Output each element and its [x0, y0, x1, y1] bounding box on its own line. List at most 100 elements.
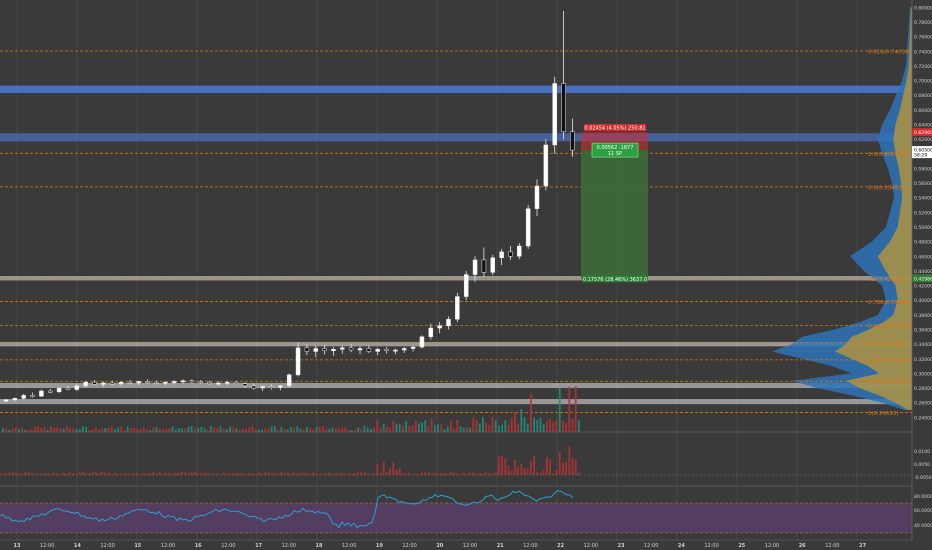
- oscillator-bar: [539, 472, 542, 475]
- candle[interactable]: [428, 323, 434, 340]
- candle[interactable]: [3, 399, 9, 402]
- oscillator-bar: [296, 473, 299, 475]
- candle[interactable]: [233, 380, 239, 385]
- candle[interactable]: [83, 380, 88, 388]
- candle[interactable]: [189, 379, 195, 383]
- candle[interactable]: [12, 397, 18, 402]
- price-tick: 0.26000: [914, 401, 932, 407]
- candle[interactable]: [30, 392, 35, 398]
- candle[interactable]: [331, 347, 336, 356]
- candle[interactable]: [348, 344, 354, 353]
- candle[interactable]: [525, 205, 531, 249]
- volume-bar: [187, 426, 190, 432]
- volume-bar: [373, 427, 375, 432]
- candle[interactable]: [242, 382, 248, 388]
- candle[interactable]: [207, 380, 212, 386]
- oscillator-bar: [46, 473, 49, 475]
- candle[interactable]: [366, 345, 372, 353]
- volume-bar: [274, 426, 276, 432]
- candle[interactable]: [419, 335, 425, 349]
- candle[interactable]: [437, 322, 442, 334]
- volume-bar: [213, 427, 215, 432]
- candle[interactable]: [481, 247, 487, 277]
- oscillator-pane[interactable]: [0, 446, 912, 476]
- candle-body: [3, 399, 9, 402]
- volume-bar: [494, 420, 497, 432]
- candle[interactable]: [260, 385, 265, 391]
- candles-layer[interactable]: [3, 10, 575, 402]
- candle[interactable]: [216, 381, 221, 386]
- candle[interactable]: [278, 385, 283, 391]
- candle[interactable]: [472, 256, 478, 282]
- candle[interactable]: [375, 347, 380, 356]
- price-axis[interactable]: 0.80000 0.78000 0.76000 0.74000 0.72000 0.700…: [911, 0, 932, 550]
- candle[interactable]: [517, 243, 522, 260]
- fib-label: 0.786(0.39811): [868, 300, 911, 306]
- volume-bar: [546, 421, 548, 432]
- oscillator-bar: [523, 467, 526, 475]
- candle[interactable]: [322, 344, 327, 355]
- candle[interactable]: [198, 380, 203, 384]
- time-tick: 12:00: [161, 543, 175, 549]
- volume-bar: [216, 427, 219, 432]
- oscillator-bar: [171, 473, 174, 475]
- candle[interactable]: [499, 248, 504, 266]
- candle[interactable]: [463, 270, 469, 301]
- oscillator-bar: [200, 472, 203, 475]
- candle[interactable]: [171, 380, 177, 385]
- candle[interactable]: [39, 389, 44, 397]
- candle[interactable]: [295, 342, 301, 377]
- time-tick: 17: [255, 543, 262, 549]
- oscillator-bar: [366, 473, 369, 475]
- candle[interactable]: [313, 345, 318, 358]
- candle[interactable]: [402, 347, 407, 353]
- candle[interactable]: [127, 380, 133, 385]
- candle[interactable]: [251, 383, 257, 390]
- candle[interactable]: [508, 246, 513, 260]
- candle[interactable]: [534, 179, 540, 216]
- candle[interactable]: [393, 348, 398, 355]
- candle[interactable]: [384, 347, 389, 354]
- candle[interactable]: [48, 388, 53, 394]
- candle[interactable]: [269, 384, 274, 390]
- take-profit-zone[interactable]: [581, 150, 648, 279]
- candle[interactable]: [225, 380, 230, 386]
- oscillator-bar: [357, 472, 359, 475]
- candle[interactable]: [286, 373, 292, 388]
- candle[interactable]: [446, 316, 451, 330]
- candle[interactable]: [561, 10, 566, 140]
- candle[interactable]: [304, 344, 310, 356]
- candle[interactable]: [118, 381, 124, 386]
- candle[interactable]: [410, 345, 416, 352]
- candle[interactable]: [340, 345, 345, 354]
- candle[interactable]: [101, 381, 106, 387]
- support-band: [0, 399, 912, 405]
- candle[interactable]: [357, 346, 363, 355]
- candle[interactable]: [543, 139, 549, 191]
- price-tick: 0.56000: [914, 181, 932, 187]
- candle[interactable]: [109, 380, 115, 386]
- oscillator-bar: [488, 473, 491, 475]
- candle[interactable]: [92, 380, 97, 386]
- candle[interactable]: [145, 379, 150, 384]
- candle-body: [260, 386, 265, 389]
- candle[interactable]: [21, 393, 26, 400]
- volume-bar: [530, 393, 532, 432]
- resistance-band: [0, 133, 912, 142]
- candle[interactable]: [455, 292, 460, 323]
- time-axis[interactable]: 13 12:00 14 12:00 15 12:00 16 12:00 17 12:00 18 12:…: [0, 539, 912, 549]
- rsi-pane[interactable]: [0, 490, 912, 534]
- candle[interactable]: [56, 387, 62, 394]
- candle[interactable]: [163, 381, 168, 386]
- candle[interactable]: [154, 380, 159, 385]
- candle[interactable]: [490, 254, 495, 276]
- candle[interactable]: [180, 379, 186, 384]
- candle[interactable]: [552, 76, 557, 154]
- candle[interactable]: [136, 380, 141, 386]
- candle[interactable]: [65, 385, 71, 391]
- candle[interactable]: [74, 384, 80, 391]
- volume-pane[interactable]: [2, 386, 580, 432]
- candle[interactable]: [570, 118, 575, 157]
